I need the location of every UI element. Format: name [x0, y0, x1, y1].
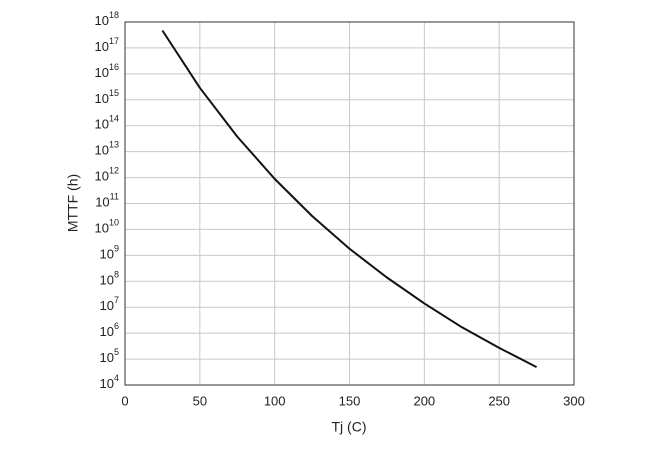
y-tick-label: 1011	[95, 192, 119, 210]
x-tick-label: 100	[264, 393, 286, 408]
x-tick-label: 300	[563, 393, 585, 408]
x-tick-label: 250	[488, 393, 510, 408]
plot-frame	[124, 21, 575, 386]
y-tick-label: 106	[100, 322, 119, 340]
y-tick-label: 1017	[95, 36, 119, 54]
x-tick-label: 50	[193, 393, 207, 408]
x-tick-label: 0	[121, 393, 128, 408]
data-line	[161, 29, 538, 368]
y-tick-label: 105	[100, 347, 119, 365]
y-tick-label: 109	[100, 244, 119, 262]
y-tick-label: 1016	[95, 62, 119, 80]
y-tick-label: 1015	[95, 88, 119, 106]
x-tick-label: 150	[339, 393, 361, 408]
y-tick-label: 1012	[95, 166, 119, 184]
x-tick-label: 200	[413, 393, 435, 408]
y-tick-label: 104	[100, 373, 119, 391]
y-tick-label: 1013	[95, 140, 119, 158]
y-tick-label: 1018	[95, 10, 119, 28]
y-tick-label: 108	[100, 270, 119, 288]
y-tick-label: 1014	[95, 114, 119, 132]
y-tick-label: 107	[100, 296, 119, 314]
y-axis-label: MTTF (h)	[65, 174, 81, 232]
x-axis-label: Tj (C)	[332, 419, 367, 435]
y-tick-label: 1010	[95, 218, 119, 236]
